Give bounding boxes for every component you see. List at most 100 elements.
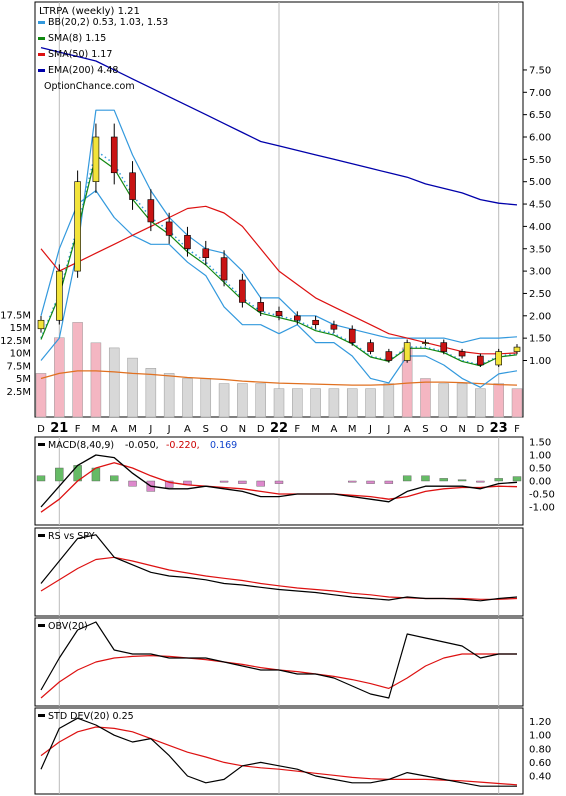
x-tick-label: N (458, 424, 465, 435)
x-tick-label: D (477, 424, 485, 435)
macd-histogram-bar (512, 476, 522, 482)
legend-label-ema200: EMA(200) 4.48 (48, 65, 118, 76)
std-tick-label: 1.00 (529, 731, 551, 742)
histogram-value: 0.169 (210, 440, 237, 451)
macd-value: -0.050, (125, 440, 159, 451)
macd-histogram-bar (274, 480, 284, 484)
volume-bar (127, 357, 138, 418)
price-series (37, 46, 521, 388)
chart-title: LTRPA (weekly) 1.21 (39, 6, 140, 17)
x-tick-label: 22 (270, 421, 288, 436)
std-tick-label: 0.80 (529, 744, 551, 755)
volume-bar (90, 342, 102, 418)
macd-histogram-bar (439, 478, 448, 482)
volume-tick-label: 10M (10, 349, 31, 360)
macd-signal-line (40, 462, 518, 513)
volume-bar (54, 337, 65, 418)
candle-body (440, 342, 448, 352)
price-tick-label: 4.50 (529, 200, 551, 211)
candle-body (129, 172, 136, 200)
volume-bar (108, 347, 120, 418)
candle-body (403, 342, 411, 361)
gridlines (58, 2, 500, 794)
obv-swatch (38, 624, 45, 627)
obv-title: OBV(20) (48, 621, 88, 632)
x-tick-label: S (203, 424, 209, 435)
macd-tick-label: 0.00 (529, 477, 551, 488)
volume-bar (310, 388, 321, 418)
macd-swatch (38, 443, 45, 446)
rs-title: RS vs SPY (48, 531, 95, 542)
volume-bar (218, 383, 230, 418)
volume-bar (273, 388, 285, 418)
price-tick-label: 2.50 (529, 289, 551, 300)
std-tick-label: 0.40 (529, 772, 551, 783)
rs-swatch (38, 534, 45, 537)
x-tick-label: 21 (50, 421, 68, 436)
x-tick-label: M (311, 424, 320, 435)
macd-line (40, 454, 518, 508)
rs-line (40, 534, 518, 602)
x-tick-label: M (92, 424, 101, 435)
macd-histogram-bar (366, 480, 375, 484)
candle-body (239, 279, 246, 303)
candle-body (348, 328, 356, 343)
legend-label-bb: BB(20,2) 0.53, 1.03, 1.53 (48, 17, 168, 28)
candle-body (294, 315, 301, 321)
volume-bar (383, 383, 395, 418)
legend-label-sma50: SMA(50) 1.17 (48, 49, 112, 60)
candle-body (458, 351, 466, 357)
volume-bar (163, 373, 175, 418)
x-tick-label: J (386, 424, 390, 435)
std-swatch (38, 714, 45, 717)
macd-histogram-bar (457, 479, 467, 482)
sma50-line (40, 205, 518, 355)
candle-body (74, 181, 81, 272)
macd-histogram-bar (110, 475, 119, 482)
x-tick-label: D (257, 424, 265, 435)
macd-histogram-bar (128, 480, 137, 487)
macd-tick-label: -0.50 (529, 490, 555, 501)
volume-tick-label: 2.5M (6, 387, 31, 398)
x-tick-label: F (514, 424, 520, 435)
x-tick-label: J (148, 424, 152, 435)
candle-body (513, 346, 521, 352)
price-tick-label: 6.50 (529, 110, 551, 121)
legend-swatch-ema200 (38, 69, 45, 72)
std-line (40, 717, 517, 787)
x-tick-label: A (184, 424, 191, 435)
bollinger-mid-line (40, 149, 518, 366)
obv-line (40, 621, 517, 699)
price-tick-label: 7.00 (529, 88, 551, 99)
signal-value: -0.220, (166, 440, 200, 451)
price-tick-label: 2.00 (529, 311, 551, 322)
candle-body (147, 199, 155, 223)
macd-histogram-bar (476, 480, 485, 483)
volume-tick-label: 7.5M (6, 361, 31, 372)
candle-body (367, 342, 374, 352)
volume-bar (255, 383, 266, 418)
candle-body (385, 351, 393, 361)
volume-bar (200, 378, 212, 418)
candle-body (202, 248, 210, 258)
price-tick-label: 5.50 (529, 155, 551, 166)
macd-histogram-bar (36, 475, 46, 482)
price-tick-label: 7.50 (529, 65, 551, 76)
macd-histogram-bar (402, 475, 412, 482)
candle-body (275, 311, 283, 317)
volume-bar (35, 373, 47, 418)
rs-series (40, 534, 518, 602)
std-tick-label: 0.60 (529, 758, 551, 769)
volume-bar (72, 322, 83, 418)
macd-tick-label: 0.50 (529, 464, 551, 475)
std-tick-label: 1.20 (529, 717, 551, 728)
x-tick-label: J (167, 424, 171, 435)
obv-series (40, 621, 517, 699)
volume-bar (182, 378, 193, 418)
x-tick-label: M (128, 424, 137, 435)
macd-series (36, 454, 522, 513)
ema200-line (40, 46, 518, 206)
macd-histogram-bar (494, 478, 503, 482)
candle-body (330, 324, 338, 330)
